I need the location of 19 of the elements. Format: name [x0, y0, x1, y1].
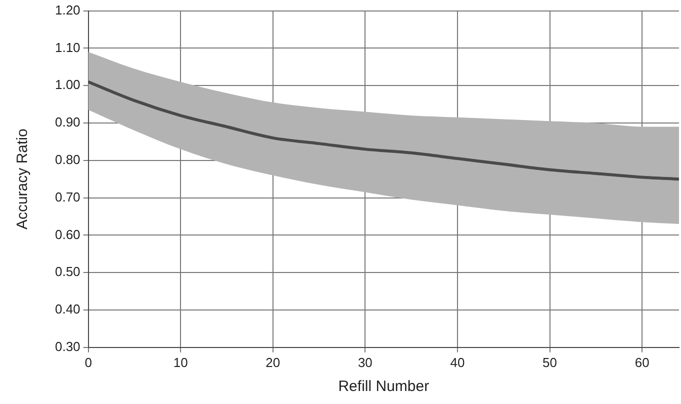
y-tick-label: 0.50 — [54, 264, 80, 280]
y-tick-label: 0.40 — [54, 302, 80, 317]
y-axis-title: Accuracy Ratio — [14, 128, 32, 230]
x-tick-label: 30 — [358, 354, 372, 370]
y-tick-label: 0.90 — [54, 114, 80, 130]
x-tick-label: 20 — [266, 354, 280, 370]
y-tick-label: 0.80 — [54, 152, 80, 167]
x-axis-title: Refill Number — [338, 378, 430, 396]
y-tick-label: 1.20 — [54, 2, 80, 18]
x-tick-label: 40 — [450, 354, 465, 370]
y-tick-label: 0.70 — [54, 189, 80, 204]
y-tick-label: 1.00 — [54, 77, 80, 92]
x-tick-label: 10 — [173, 354, 188, 370]
y-tick-label: 0.60 — [54, 226, 80, 242]
x-tick-label: 0 — [84, 354, 92, 370]
y-tick-label: 1.10 — [54, 40, 80, 55]
x-tick-label: 60 — [634, 354, 650, 370]
x-tick-label: 50 — [542, 354, 558, 370]
y-tick-label: 0.30 — [54, 338, 80, 354]
